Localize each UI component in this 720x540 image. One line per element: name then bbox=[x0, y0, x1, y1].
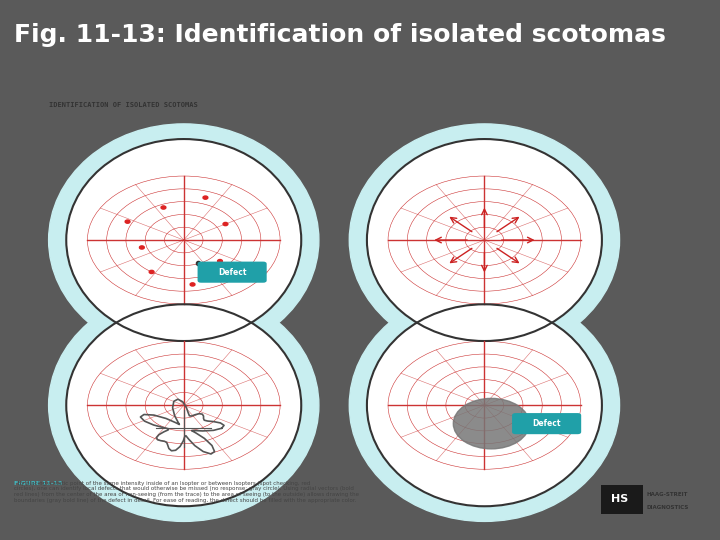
Circle shape bbox=[125, 220, 130, 223]
Ellipse shape bbox=[49, 289, 319, 522]
Circle shape bbox=[223, 222, 228, 226]
Text: Defect: Defect bbox=[218, 268, 246, 276]
Ellipse shape bbox=[66, 304, 301, 507]
Circle shape bbox=[149, 271, 154, 274]
Text: HS: HS bbox=[611, 495, 628, 504]
Circle shape bbox=[454, 399, 529, 449]
Ellipse shape bbox=[49, 124, 319, 356]
Text: By placing a static point of the same intensity inside of an Isopter or between : By placing a static point of the same in… bbox=[14, 481, 359, 503]
Circle shape bbox=[190, 283, 195, 286]
Text: Fig. 11-13: Identification of isolated scotomas: Fig. 11-13: Identification of isolated s… bbox=[14, 23, 666, 47]
FancyBboxPatch shape bbox=[512, 413, 581, 434]
Ellipse shape bbox=[384, 320, 585, 491]
Ellipse shape bbox=[384, 154, 585, 326]
Text: DIAGNOSTICS: DIAGNOSTICS bbox=[647, 505, 688, 510]
Circle shape bbox=[161, 206, 166, 209]
Text: Defect: Defect bbox=[532, 419, 561, 428]
Circle shape bbox=[203, 196, 208, 199]
Text: HAAG-STREIT: HAAG-STREIT bbox=[647, 491, 688, 497]
Ellipse shape bbox=[84, 154, 284, 326]
Text: FIGURE 11-13: FIGURE 11-13 bbox=[14, 481, 63, 485]
Ellipse shape bbox=[349, 289, 619, 522]
Ellipse shape bbox=[367, 139, 602, 341]
FancyBboxPatch shape bbox=[197, 261, 266, 283]
Circle shape bbox=[217, 260, 222, 263]
Text: IDENTIFICATION OF ISOLATED SCOTOMAS: IDENTIFICATION OF ISOLATED SCOTOMAS bbox=[49, 102, 198, 109]
Ellipse shape bbox=[66, 139, 301, 341]
Circle shape bbox=[140, 246, 144, 249]
FancyBboxPatch shape bbox=[601, 485, 643, 514]
Ellipse shape bbox=[84, 320, 284, 491]
Ellipse shape bbox=[349, 124, 619, 356]
Ellipse shape bbox=[367, 304, 602, 507]
